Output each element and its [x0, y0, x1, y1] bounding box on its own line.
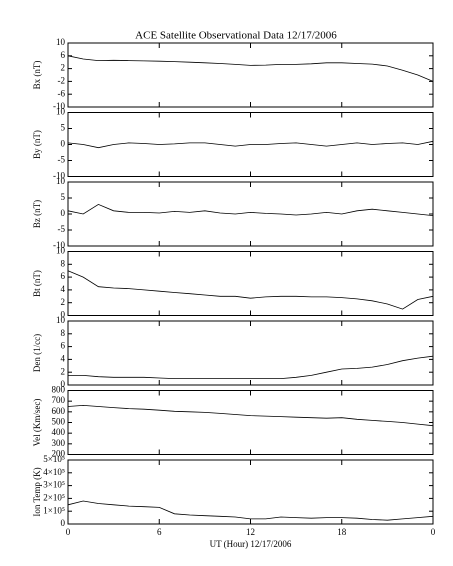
y-tick-label: 10 — [56, 176, 66, 186]
data-line — [67, 55, 434, 82]
y-axis-label: Vel (Km/sec) — [32, 399, 42, 447]
y-tick-label: 700 — [52, 395, 66, 405]
y-tick-label: 6 — [61, 271, 66, 281]
y-tick-label: 0 — [61, 310, 66, 320]
y-tick-label: 400 — [52, 427, 66, 437]
y-tick-label: 2×10⁵ — [43, 492, 65, 502]
y-tick-label: -5 — [58, 155, 66, 165]
x-tick-label: 6 — [157, 527, 162, 537]
panel-frame — [67, 251, 434, 316]
panel-frame — [67, 181, 434, 247]
y-tick-label: 0 — [61, 518, 66, 528]
data-line — [67, 404, 434, 427]
panel-frame — [67, 390, 434, 455]
y-tick-label: 5 — [61, 192, 66, 202]
data-line — [67, 270, 434, 310]
x-tick-label: 18 — [337, 527, 347, 537]
y-tick-label: -6 — [58, 88, 66, 98]
y-tick-label: 10 — [56, 37, 66, 47]
y-tick-label: 8 — [61, 258, 66, 268]
y-tick-label: -10 — [53, 171, 65, 181]
data-line — [67, 500, 434, 521]
y-tick-label: 0 — [61, 208, 66, 218]
y-axis-label: Bz (nT) — [32, 200, 42, 228]
x-tick-label: 0 — [431, 527, 436, 537]
x-axis-label: UT (Hour) 12/17/2006 — [210, 539, 292, 549]
x-tick-label: 12 — [246, 527, 255, 537]
y-tick-label: 8 — [61, 328, 66, 338]
y-tick-label: 6 — [61, 50, 66, 60]
y-tick-label: -5 — [58, 224, 66, 234]
y-tick-label: 2 — [61, 63, 66, 73]
y-tick-label: 3×10⁵ — [43, 480, 65, 490]
y-tick-label: 2 — [61, 366, 66, 376]
y-tick-label: 10 — [56, 107, 66, 117]
y-tick-label: 2 — [61, 297, 66, 307]
y-tick-label: 10 — [56, 315, 66, 325]
y-axis-label: Bt (nT) — [32, 270, 42, 297]
y-tick-label: 10 — [56, 246, 66, 256]
y-tick-label: 4 — [61, 353, 66, 363]
x-tick-label: 0 — [66, 527, 71, 537]
y-tick-label: 4×10⁵ — [43, 467, 65, 477]
y-tick-label: 0 — [61, 379, 66, 389]
y-tick-label: -10 — [53, 240, 65, 250]
panel-frame — [67, 459, 434, 525]
y-tick-label: 5 — [61, 123, 66, 133]
y-tick-label: 5×10⁵ — [43, 454, 65, 464]
y-tick-label: 0 — [61, 139, 66, 149]
y-tick-label: 4 — [61, 284, 66, 294]
data-line — [67, 140, 434, 149]
y-tick-label: -10 — [53, 101, 65, 111]
y-tick-label: 800 — [52, 385, 66, 395]
y-axis-label: By (nT) — [32, 130, 42, 159]
y-axis-label: Ion Temp (K) — [32, 467, 42, 516]
y-tick-label: 600 — [52, 406, 66, 416]
y-tick-label: 500 — [52, 417, 66, 427]
y-axis-label: Bx (nT) — [32, 61, 42, 90]
y-tick-label: -2 — [58, 75, 66, 85]
data-line — [67, 203, 434, 216]
y-tick-label: 6 — [61, 341, 66, 351]
data-line — [68, 355, 434, 379]
y-tick-label: 1×10⁵ — [43, 505, 65, 515]
y-tick-label: 300 — [52, 438, 66, 448]
panel-frame — [67, 42, 434, 108]
y-tick-label: 200 — [52, 449, 66, 459]
panel-frame — [67, 320, 434, 386]
chart-title: ACE Satellite Observational Data 12/17/2… — [135, 30, 337, 42]
y-axis-label: Den (1/cc) — [32, 334, 42, 372]
